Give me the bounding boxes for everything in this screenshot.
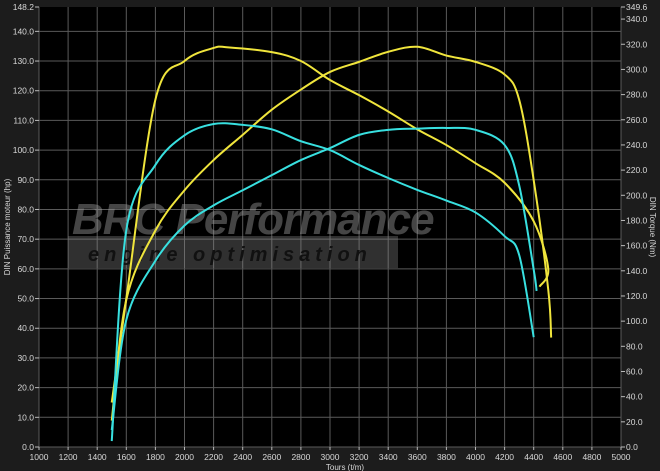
y-left-tick-label: 40.0 <box>17 323 34 333</box>
x-tick-label: 4000 <box>466 452 485 462</box>
y-left-tick-label: 50.0 <box>17 294 34 304</box>
y-left-tick-label: 10.0 <box>17 412 34 422</box>
x-tick-label: 4200 <box>495 452 514 462</box>
y-right-tick-label: 100.0 <box>626 316 648 326</box>
y-right-tick-label: 260.0 <box>626 115 648 125</box>
watermark-tagline: engine optimisation <box>88 244 372 266</box>
x-tick-label: 2000 <box>175 452 194 462</box>
y-right-tick-label: 349.6 <box>626 2 648 12</box>
y-right-tick-label: 320.0 <box>626 39 648 49</box>
y-right-tick-label: 200.0 <box>626 190 648 200</box>
x-tick-label: 4800 <box>582 452 601 462</box>
x-tick-label: 3800 <box>437 452 456 462</box>
y-left-tick-label: 130.0 <box>13 56 35 66</box>
y-right-tick-label: 80.0 <box>626 341 643 351</box>
y-left-tick-label: 30.0 <box>17 353 34 363</box>
y-left-tick-label: 20.0 <box>17 383 34 393</box>
y-right-tick-label: 240.0 <box>626 140 648 150</box>
y-right-tick-label: 220.0 <box>626 165 648 175</box>
x-tick-label: 4600 <box>553 452 572 462</box>
series-line-power-2 <box>110 122 535 442</box>
x-tick-label: 1000 <box>30 452 49 462</box>
x-tick-label: 1800 <box>146 452 165 462</box>
y-right-tick-label: 340.0 <box>626 14 648 24</box>
y-right-tick-label: 40.0 <box>626 392 643 402</box>
y-left-tick-label: 120.0 <box>13 86 35 96</box>
series-group <box>110 45 553 442</box>
x-tick-label: 3400 <box>379 452 398 462</box>
series-line-power-0 <box>110 45 550 403</box>
x-tick-label: 3600 <box>408 452 427 462</box>
x-tick-label: 1200 <box>59 452 78 462</box>
x-tick-label: 2600 <box>262 452 281 462</box>
axes: 1000 1200 1400 1600 1800 2000 2200 2400 2600 2800… <box>13 2 648 462</box>
x-tick-label: 1600 <box>117 452 136 462</box>
x-axis-label: Tours (t/m) <box>326 463 365 471</box>
y-left-tick-label: 70.0 <box>17 234 34 244</box>
y-left-tick-label: 100.0 <box>13 145 35 155</box>
y-right-tick-label: 0.0 <box>626 442 638 452</box>
y-right-tick-label: 160.0 <box>626 241 648 251</box>
y-right-tick-label: 180.0 <box>626 215 648 225</box>
y-left-axis-label: DIN Puissance moteur (hp) <box>3 178 12 275</box>
y-left-tick-label: 80.0 <box>17 204 34 214</box>
x-tick-label: 2400 <box>233 452 252 462</box>
x-tick-label: 2800 <box>291 452 310 462</box>
y-right-tick-label: 300.0 <box>626 64 648 74</box>
y-left-tick-label: 0.0 <box>22 442 34 452</box>
x-tick-label: 4400 <box>524 452 543 462</box>
y-right-tick-label: 140.0 <box>626 266 648 276</box>
y-right-axis-label: DIN Torque (Nm) <box>648 197 657 258</box>
y-right-tick-label: 20.0 <box>626 417 643 427</box>
y-left-tick-label: 140.0 <box>13 26 35 36</box>
x-tick-label: 2200 <box>204 452 223 462</box>
y-right-tick-label: 120.0 <box>626 291 648 301</box>
y-right-tick-label: 60.0 <box>626 366 643 376</box>
y-left-tick-label: 110.0 <box>13 115 34 125</box>
y-right-tick-label: 280.0 <box>626 90 648 100</box>
x-tick-label: 3200 <box>350 452 369 462</box>
series-line-torque-3 <box>110 126 538 431</box>
x-tick-label: 5000 <box>612 452 631 462</box>
y-left-tick-label: 148.2 <box>13 2 35 12</box>
y-left-tick-label: 90.0 <box>17 175 34 185</box>
series-line-torque-1 <box>110 45 553 421</box>
x-tick-label: 3000 <box>321 452 340 462</box>
y-left-tick-label: 60.0 <box>17 264 34 274</box>
x-tick-label: 1400 <box>88 452 107 462</box>
